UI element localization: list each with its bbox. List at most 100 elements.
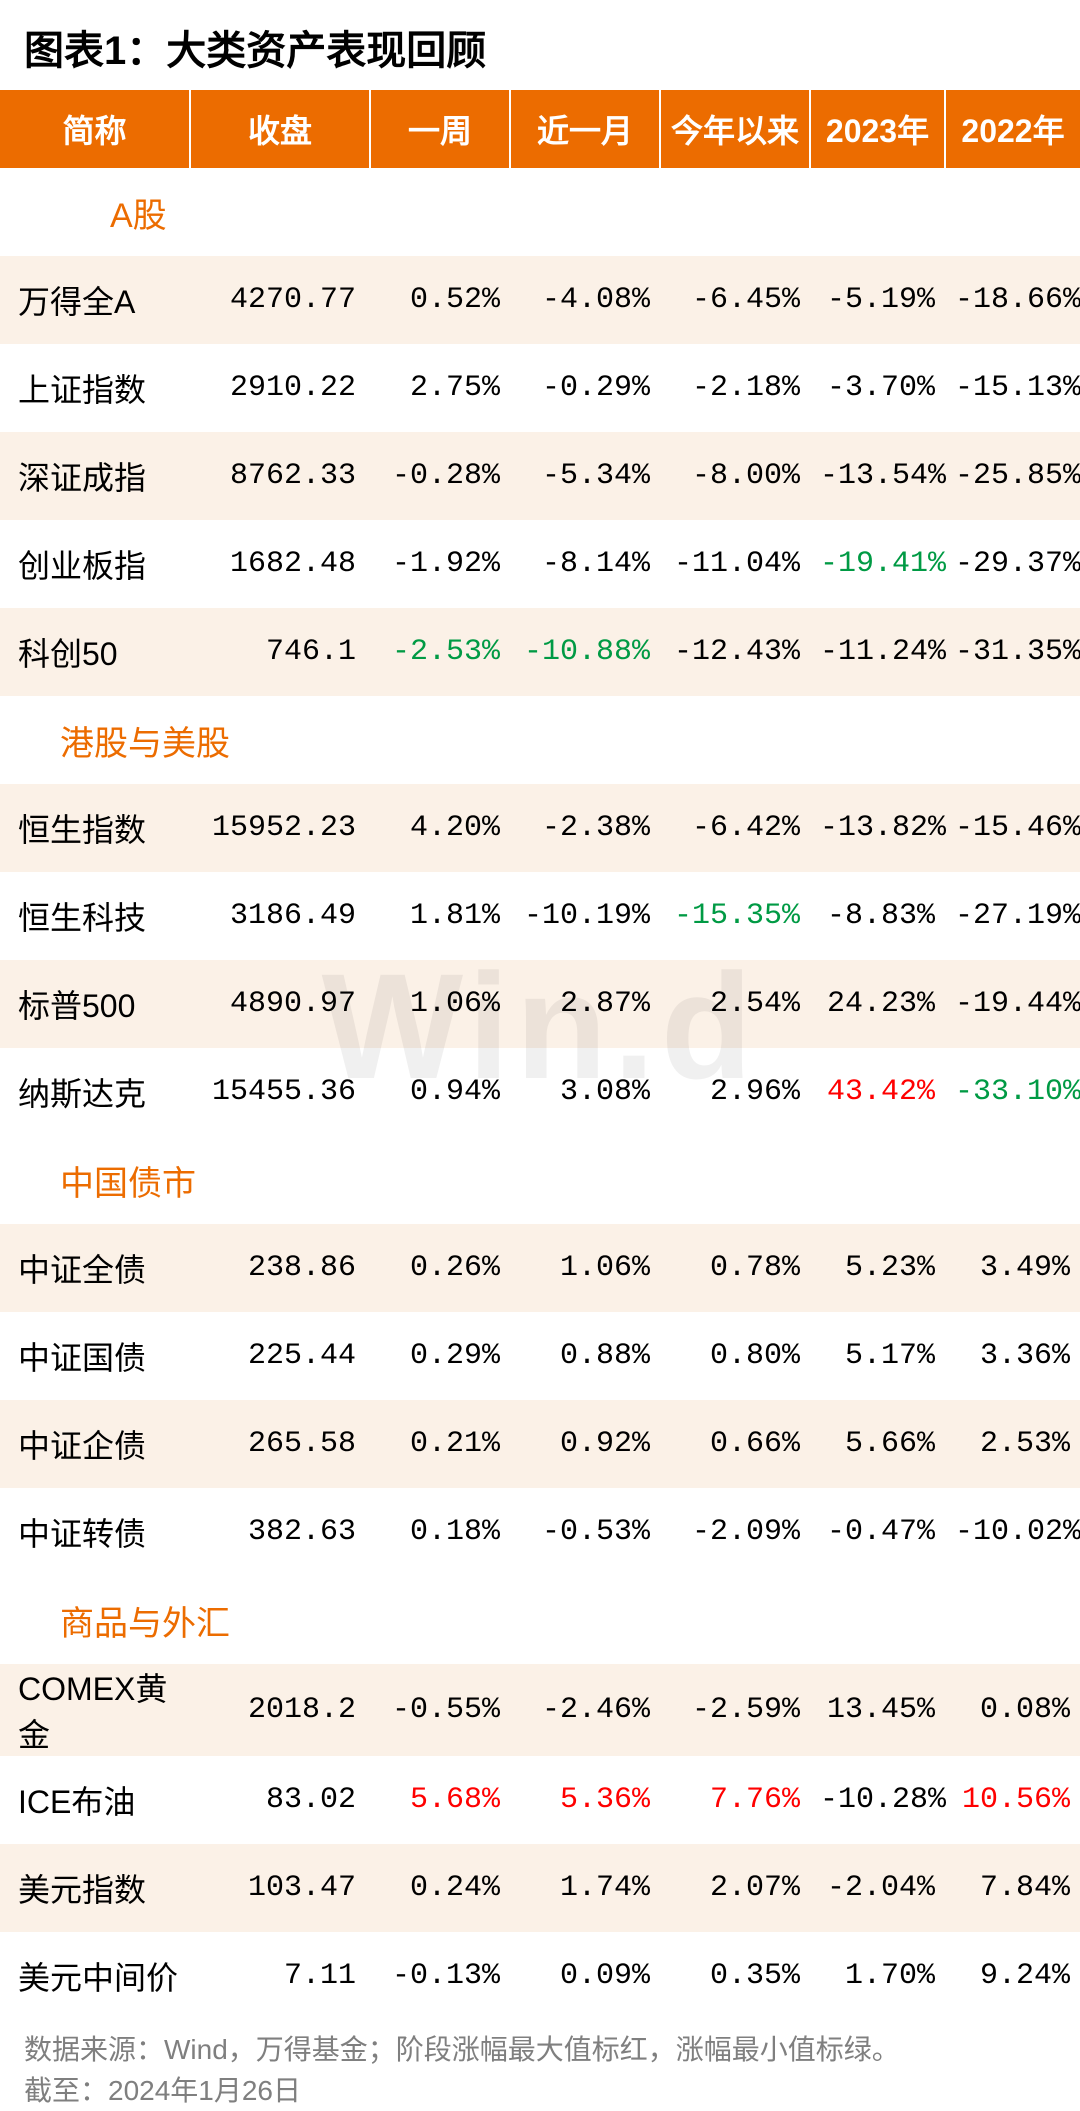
value-cell: -5.19% xyxy=(810,256,945,344)
value-cell: -31.35% xyxy=(945,608,1080,696)
value-cell: -0.53% xyxy=(510,1488,660,1576)
section-row: A股 xyxy=(0,168,1080,256)
table-row: 中证转债382.630.18%-0.53%-2.09%-0.47%-10.02% xyxy=(0,1488,1080,1576)
value-cell: 0.66% xyxy=(660,1400,810,1488)
table-footer: 数据来源：Wind，万得基金；阶段涨幅最大值标红，涨幅最小值标绿。 截至：202… xyxy=(0,2020,1080,2111)
value-cell: -2.04% xyxy=(810,1844,945,1932)
value-cell: 5.36% xyxy=(510,1756,660,1844)
close-cell: 746.1 xyxy=(190,608,370,696)
table-row: 恒生指数15952.234.20%-2.38%-6.42%-13.82%-15.… xyxy=(0,784,1080,872)
value-cell: 10.56% xyxy=(945,1756,1080,1844)
name-cell: 恒生指数 xyxy=(0,784,190,872)
table-header-cell: 近一月 xyxy=(510,90,660,168)
table-header-cell: 一周 xyxy=(370,90,510,168)
value-cell: 3.36% xyxy=(945,1312,1080,1400)
footer-line-1: 数据来源：Wind，万得基金；阶段涨幅最大值标红，涨幅最小值标绿。 xyxy=(24,2034,900,2065)
value-cell: -19.44% xyxy=(945,960,1080,1048)
value-cell: 0.29% xyxy=(370,1312,510,1400)
close-cell: 15952.23 xyxy=(190,784,370,872)
value-cell: 0.94% xyxy=(370,1048,510,1136)
value-cell: -11.24% xyxy=(810,608,945,696)
close-cell: 83.02 xyxy=(190,1756,370,1844)
value-cell: 0.21% xyxy=(370,1400,510,1488)
name-cell: 万得全A xyxy=(0,256,190,344)
value-cell: -8.83% xyxy=(810,872,945,960)
table-row: ICE布油83.025.68%5.36%7.76%-10.28%10.56% xyxy=(0,1756,1080,1844)
table-header-cell: 2022年 xyxy=(945,90,1080,168)
value-cell: 4.20% xyxy=(370,784,510,872)
value-cell: -13.54% xyxy=(810,432,945,520)
value-cell: 1.06% xyxy=(370,960,510,1048)
value-cell: 2.96% xyxy=(660,1048,810,1136)
value-cell: 0.52% xyxy=(370,256,510,344)
table-header-row: 简称收盘一周近一月今年以来2023年2022年 xyxy=(0,90,1080,168)
value-cell: -2.53% xyxy=(370,608,510,696)
section-row: 港股与美股 xyxy=(0,696,1080,784)
table-row: 恒生科技3186.491.81%-10.19%-15.35%-8.83%-27.… xyxy=(0,872,1080,960)
value-cell: 24.23% xyxy=(810,960,945,1048)
value-cell: -6.45% xyxy=(660,256,810,344)
close-cell: 225.44 xyxy=(190,1312,370,1400)
value-cell: -4.08% xyxy=(510,256,660,344)
close-cell: 2018.2 xyxy=(190,1664,370,1756)
close-cell: 103.47 xyxy=(190,1844,370,1932)
table-row: 创业板指1682.48-1.92%-8.14%-11.04%-19.41%-29… xyxy=(0,520,1080,608)
value-cell: 1.70% xyxy=(810,1932,945,2020)
value-cell: -0.29% xyxy=(510,344,660,432)
close-cell: 15455.36 xyxy=(190,1048,370,1136)
value-cell: 0.92% xyxy=(510,1400,660,1488)
section-label: 商品与外汇 xyxy=(0,1576,1080,1664)
close-cell: 382.63 xyxy=(190,1488,370,1576)
value-cell: -10.02% xyxy=(945,1488,1080,1576)
footer-line-2: 截至：2024年1月26日 xyxy=(24,2075,301,2106)
value-cell: -12.43% xyxy=(660,608,810,696)
close-cell: 3186.49 xyxy=(190,872,370,960)
value-cell: -0.55% xyxy=(370,1664,510,1756)
section-label: 中国债市 xyxy=(0,1136,1080,1224)
value-cell: 0.08% xyxy=(945,1664,1080,1756)
value-cell: -33.10% xyxy=(945,1048,1080,1136)
section-row: 中国债市 xyxy=(0,1136,1080,1224)
value-cell: -10.88% xyxy=(510,608,660,696)
value-cell: -10.19% xyxy=(510,872,660,960)
name-cell: 标普500 xyxy=(0,960,190,1048)
name-cell: 中证全债 xyxy=(0,1224,190,1312)
value-cell: 2.07% xyxy=(660,1844,810,1932)
chart-title: 图表1：大类资产表现回顾 xyxy=(0,0,1080,90)
value-cell: 0.26% xyxy=(370,1224,510,1312)
name-cell: 美元指数 xyxy=(0,1844,190,1932)
value-cell: 2.54% xyxy=(660,960,810,1048)
close-cell: 4270.77 xyxy=(190,256,370,344)
value-cell: -15.35% xyxy=(660,872,810,960)
name-cell: 美元中间价 xyxy=(0,1932,190,2020)
value-cell: 2.87% xyxy=(510,960,660,1048)
value-cell: 1.81% xyxy=(370,872,510,960)
name-cell: 科创50 xyxy=(0,608,190,696)
value-cell: -1.92% xyxy=(370,520,510,608)
table-row: 深证成指8762.33-0.28%-5.34%-8.00%-13.54%-25.… xyxy=(0,432,1080,520)
value-cell: 9.24% xyxy=(945,1932,1080,2020)
value-cell: -0.28% xyxy=(370,432,510,520)
value-cell: 43.42% xyxy=(810,1048,945,1136)
value-cell: 0.18% xyxy=(370,1488,510,1576)
value-cell: 5.68% xyxy=(370,1756,510,1844)
value-cell: -15.46% xyxy=(945,784,1080,872)
value-cell: -18.66% xyxy=(945,256,1080,344)
close-cell: 7.11 xyxy=(190,1932,370,2020)
table-row: 万得全A4270.770.52%-4.08%-6.45%-5.19%-18.66… xyxy=(0,256,1080,344)
value-cell: -6.42% xyxy=(660,784,810,872)
value-cell: -2.46% xyxy=(510,1664,660,1756)
asset-table: 简称收盘一周近一月今年以来2023年2022年 A股万得全A4270.770.5… xyxy=(0,90,1080,2020)
name-cell: 恒生科技 xyxy=(0,872,190,960)
table-row: COMEX黄金2018.2-0.55%-2.46%-2.59%13.45%0.0… xyxy=(0,1664,1080,1756)
value-cell: -27.19% xyxy=(945,872,1080,960)
value-cell: 2.53% xyxy=(945,1400,1080,1488)
value-cell: 0.24% xyxy=(370,1844,510,1932)
table-row: 中证企债265.580.21%0.92%0.66%5.66%2.53% xyxy=(0,1400,1080,1488)
value-cell: 7.76% xyxy=(660,1756,810,1844)
value-cell: -13.82% xyxy=(810,784,945,872)
name-cell: 深证成指 xyxy=(0,432,190,520)
value-cell: 0.78% xyxy=(660,1224,810,1312)
table-header-cell: 今年以来 xyxy=(660,90,810,168)
section-label: 港股与美股 xyxy=(0,696,1080,784)
